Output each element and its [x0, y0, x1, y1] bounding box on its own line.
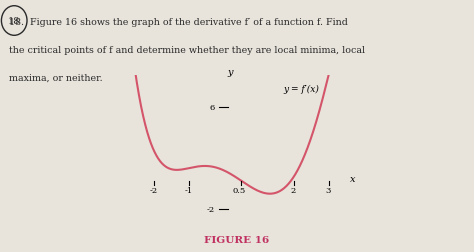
Text: the critical points of f and determine whether they are local minima, local: the critical points of f and determine w…	[9, 45, 365, 54]
Text: maxima, or neither.: maxima, or neither.	[9, 73, 103, 82]
Text: FIGURE 16: FIGURE 16	[204, 235, 270, 244]
Text: 0.5: 0.5	[233, 186, 246, 195]
Text: 18: 18	[8, 17, 20, 26]
Text: 2: 2	[291, 186, 296, 195]
Text: 6: 6	[210, 103, 215, 111]
Text: -2: -2	[150, 186, 158, 195]
Text: y = f′(x): y = f′(x)	[283, 85, 319, 94]
Text: x: x	[349, 174, 355, 183]
Text: 3: 3	[326, 186, 331, 195]
Text: 18.  Figure 16 shows the graph of the derivative f′ of a function f. Find: 18. Figure 16 shows the graph of the der…	[9, 18, 348, 27]
Text: -1: -1	[184, 186, 193, 195]
Text: -2: -2	[207, 205, 215, 213]
Text: y: y	[228, 67, 233, 76]
